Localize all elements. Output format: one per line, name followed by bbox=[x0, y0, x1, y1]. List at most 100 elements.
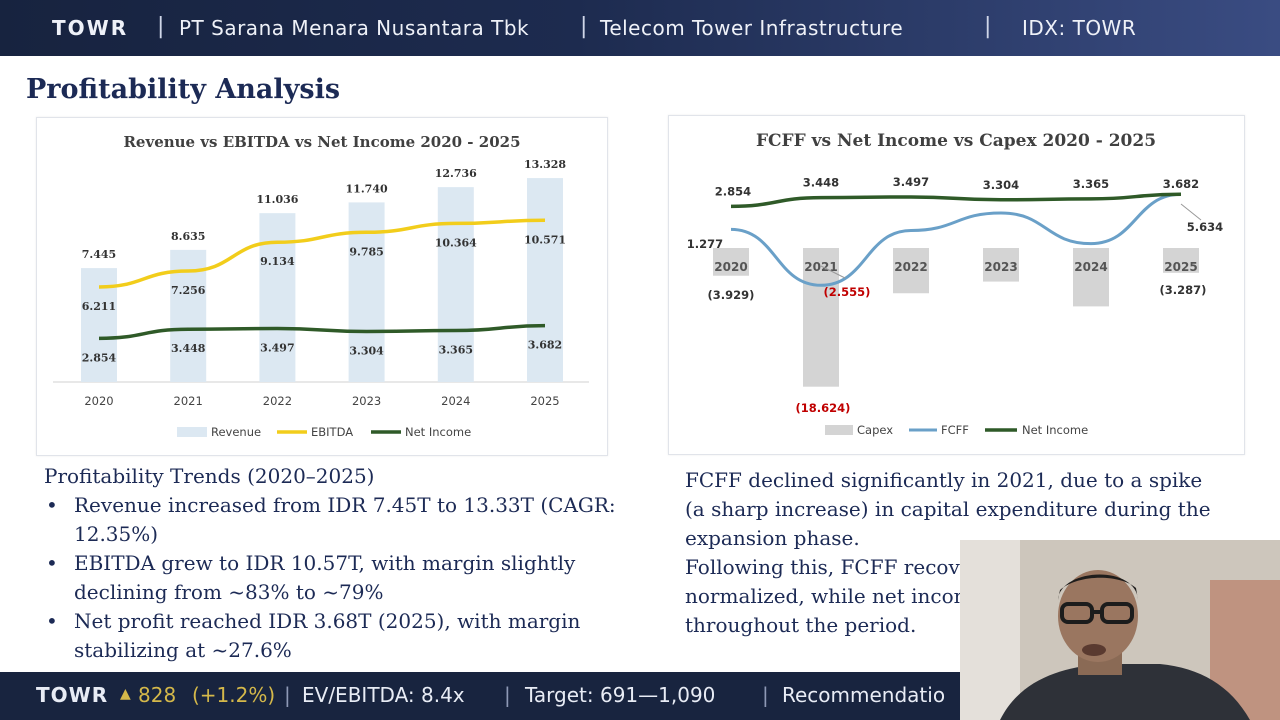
revenue-data-label: 7.445 bbox=[82, 248, 116, 261]
chart-title: FCFF vs Net Income vs Capex 2020 - 2025 bbox=[756, 131, 1156, 151]
up-arrow-icon: ▲ bbox=[120, 686, 131, 702]
negative-data-label: (3.929) bbox=[708, 288, 755, 302]
revenue-bar bbox=[527, 178, 563, 382]
x-tick-label: 2021 bbox=[174, 394, 203, 408]
x-tick-label: 2025 bbox=[1164, 260, 1197, 274]
revenue-data-label: 8.635 bbox=[171, 230, 205, 243]
legend-swatch-revenue bbox=[177, 427, 207, 437]
chart-title: Revenue vs EBITDA vs Net Income 2020 - 2… bbox=[123, 133, 520, 151]
header-company: PT Sarana Menara Nusantara Tbk bbox=[179, 16, 530, 40]
fcff-negative-data-label: (2.555) bbox=[824, 285, 871, 299]
list-item: Net profit reached IDR 3.68T (2025), wit… bbox=[44, 607, 669, 665]
capex-bar bbox=[983, 248, 1019, 282]
revenue-data-label: 12.736 bbox=[435, 167, 477, 180]
x-tick-label: 2025 bbox=[530, 394, 559, 408]
net-income-line bbox=[98, 323, 546, 341]
ticker-recommendation: Recommendatio bbox=[782, 683, 946, 707]
fcff-commentary-text: FCFF declined significantly in 2021, due… bbox=[685, 466, 1225, 640]
x-tick-label: 2022 bbox=[894, 260, 927, 274]
ebitda-data-label: 7.256 bbox=[171, 284, 206, 297]
revenue-data-label: 11.036 bbox=[256, 193, 298, 206]
fcff-line bbox=[730, 192, 1182, 287]
net-income-data-label: 3.682 bbox=[528, 339, 562, 352]
fcff-paragraph: throughout the period. bbox=[685, 613, 917, 637]
legend-label: Net Income bbox=[405, 425, 471, 439]
revenue-ebitda-netincome-chart: Revenue vs EBITDA vs Net Income 2020 - 2… bbox=[53, 133, 589, 439]
net-income-data-label: 3.682 bbox=[1163, 177, 1199, 191]
ticker-separator: | bbox=[504, 683, 511, 707]
header-separator: | bbox=[580, 14, 588, 39]
ticker-ev-ebitda: EV/EBITDA: 8.4x bbox=[302, 683, 465, 707]
trends-heading: Profitability Trends (2020–2025) bbox=[44, 464, 375, 488]
header-exchange: IDX: TOWR bbox=[1022, 16, 1137, 40]
fcff-paragraph: Following this, FCFF recove bbox=[685, 555, 972, 579]
net-income-line bbox=[730, 192, 1182, 209]
fcff-netincome-capex-chart: FCFF vs Net Income vs Capex 2020 - 2025 2… bbox=[687, 131, 1223, 437]
fcff-paragraph: FCFF declined significantly in 2021, due… bbox=[685, 468, 1211, 550]
capex-bar bbox=[893, 248, 929, 294]
capex-bar bbox=[803, 248, 839, 387]
x-tick-label: 2024 bbox=[1074, 260, 1107, 274]
header-separator: | bbox=[157, 14, 165, 39]
trends-bullet-list: Revenue increased from IDR 7.45T to 13.3… bbox=[44, 491, 669, 665]
x-tick-label: 2020 bbox=[84, 394, 113, 408]
ebitda-data-label: 10.364 bbox=[435, 236, 477, 249]
legend-label: Revenue bbox=[211, 425, 261, 439]
net-income-data-label: 3.304 bbox=[983, 178, 1019, 192]
x-tick-label: 2023 bbox=[352, 394, 381, 408]
net-income-data-label: 3.365 bbox=[439, 344, 473, 357]
ticker-separator: | bbox=[284, 683, 291, 707]
revenue-bar bbox=[259, 213, 296, 382]
net-income-data-label: 3.497 bbox=[260, 341, 294, 354]
data-label-leader-line bbox=[1180, 203, 1202, 221]
capex-bar bbox=[713, 248, 749, 276]
profitability-trends-text: Profitability Trends (2020–2025) Revenue… bbox=[44, 462, 669, 665]
page-title: Profitability Analysis bbox=[26, 74, 341, 105]
capex-negative-data-label: (18.624) bbox=[796, 401, 851, 415]
net-income-data-label: 2.854 bbox=[82, 351, 117, 364]
capex-bar bbox=[1163, 248, 1199, 273]
fcff-paragraph: normalized, while net incom bbox=[685, 584, 973, 608]
fcff-data-label: 5.634 bbox=[1187, 220, 1223, 234]
list-item: EBITDA grew to IDR 10.57T, with margin s… bbox=[44, 549, 669, 607]
x-tick-label: 2023 bbox=[984, 260, 1017, 274]
net-income-data-label: 3.304 bbox=[349, 344, 384, 357]
ticker-separator: | bbox=[762, 683, 769, 707]
data-label-leader-line bbox=[820, 265, 846, 279]
ebitda-line bbox=[98, 218, 546, 289]
capex-bar bbox=[1073, 248, 1109, 307]
presenter-image bbox=[960, 540, 1280, 720]
ticker-price: 828 bbox=[138, 683, 177, 707]
net-income-data-label: 3.365 bbox=[1073, 177, 1109, 191]
x-tick-label: 2022 bbox=[263, 394, 292, 408]
legend-swatch-capex bbox=[825, 425, 853, 435]
ticker-change: (+1.2%) bbox=[192, 683, 276, 707]
x-tick-label: 2024 bbox=[441, 394, 470, 408]
presenter-video bbox=[960, 540, 1280, 720]
list-item: Revenue increased from IDR 7.45T to 13.3… bbox=[44, 491, 669, 549]
ebitda-data-label: 9.134 bbox=[260, 255, 295, 268]
revenue-data-label: 13.328 bbox=[524, 158, 566, 171]
header-sector: Telecom Tower Infrastructure bbox=[600, 16, 904, 40]
net-income-data-label: 3.497 bbox=[893, 175, 929, 189]
header-ticker: TOWR bbox=[52, 16, 129, 40]
net-income-data-label: 2.854 bbox=[715, 184, 751, 198]
legend-label: EBITDA bbox=[311, 425, 353, 439]
ebitda-data-label: 6.211 bbox=[82, 300, 116, 313]
revenue-data-label: 11.740 bbox=[346, 182, 388, 195]
legend-label: FCFF bbox=[941, 423, 969, 437]
net-income-data-label: 3.448 bbox=[171, 342, 206, 355]
revenue-chart-panel: Revenue vs EBITDA vs Net Income 2020 - 2… bbox=[36, 117, 608, 456]
net-income-data-label: 3.448 bbox=[803, 176, 839, 190]
top-header-bar: TOWR | PT Sarana Menara Nusantara Tbk | … bbox=[0, 0, 1280, 56]
ticker-symbol: TOWR bbox=[36, 683, 109, 707]
negative-data-label: (3.287) bbox=[1160, 283, 1207, 297]
legend-label: Capex bbox=[857, 423, 893, 437]
revenue-bar bbox=[437, 187, 474, 382]
ebitda-data-label: 9.785 bbox=[349, 245, 383, 258]
ticker-target: Target: 691—1,090 bbox=[525, 683, 716, 707]
fcff-chart-panel: FCFF vs Net Income vs Capex 2020 - 2025 2… bbox=[668, 115, 1245, 455]
fcff-data-label: 1.277 bbox=[687, 237, 723, 251]
header-separator: | bbox=[984, 14, 992, 39]
ebitda-data-label: 10.571 bbox=[524, 233, 566, 246]
